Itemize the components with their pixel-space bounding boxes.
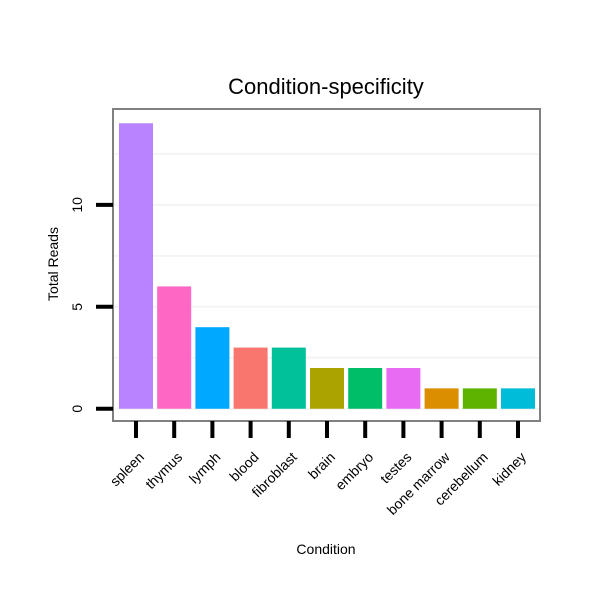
y-tick-label: 10 xyxy=(69,197,85,213)
bar-blood xyxy=(233,347,268,409)
bar-kidney xyxy=(501,388,535,409)
x-tick-label: blood xyxy=(226,449,262,485)
x-tick-label: brain xyxy=(305,449,338,482)
bar-embryo xyxy=(348,367,383,409)
bar-fibroblast xyxy=(271,347,306,409)
y-axis-label: Total Reads xyxy=(45,227,61,301)
x-tick-label: spleen xyxy=(107,449,147,489)
y-axis: 0 5 10 xyxy=(69,197,113,413)
x-tick-label: lymph xyxy=(186,449,224,487)
x-tick-label: kidney xyxy=(489,449,529,489)
x-tick-label: embryo xyxy=(332,449,376,493)
bar-spleen xyxy=(119,123,153,409)
x-axis-label: Condition xyxy=(296,541,355,557)
y-tick-label: 5 xyxy=(69,303,85,311)
x-tick-label: thymus xyxy=(142,449,185,492)
y-tick-label: 0 xyxy=(69,405,85,413)
bar-testes xyxy=(386,367,421,409)
bar-brain xyxy=(310,367,344,409)
bar-bone-marrow xyxy=(424,388,459,409)
bar-cerebellum xyxy=(462,388,497,409)
bar-lymph xyxy=(195,327,230,409)
bar-thymus xyxy=(157,286,192,409)
bars xyxy=(119,123,535,409)
chart-title: Condition-specificity xyxy=(228,74,424,99)
